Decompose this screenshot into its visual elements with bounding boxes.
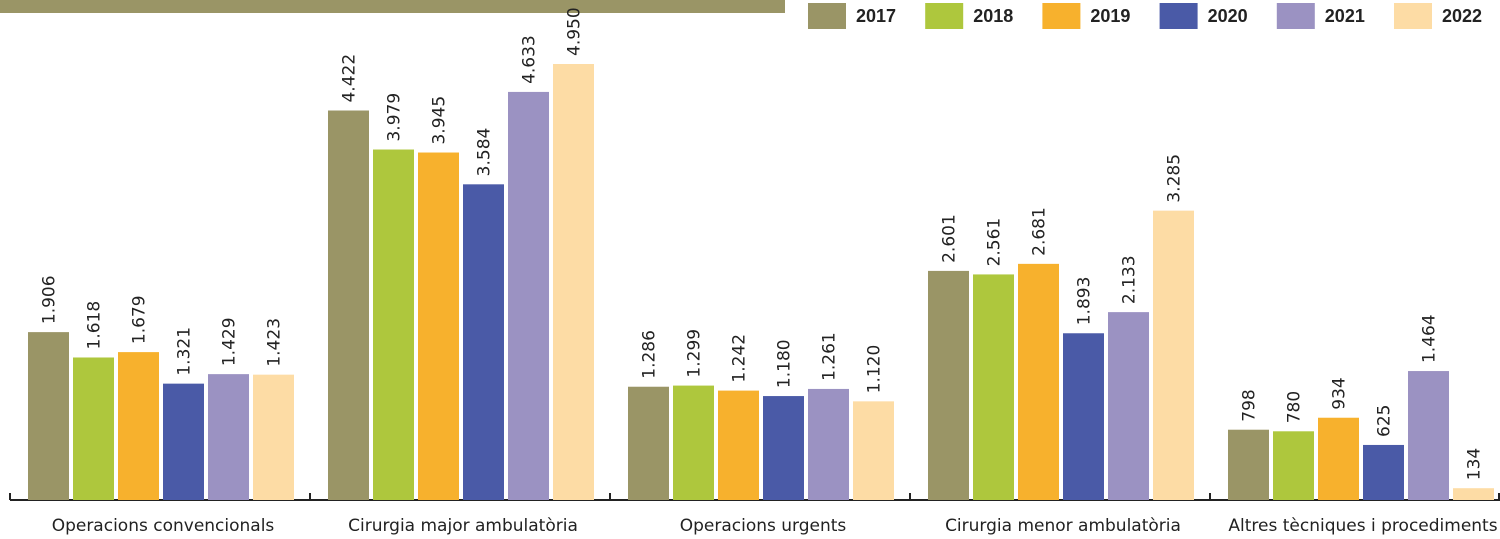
x-tick-label: Altres tècniques i procediments — [1228, 516, 1497, 536]
value-label: 1.464 — [1420, 314, 1440, 363]
bar — [928, 270, 969, 500]
value-label: 1.286 — [640, 330, 660, 379]
value-label: 4.950 — [565, 7, 585, 56]
x-tick-label: Operacions urgents — [680, 516, 847, 536]
value-label: 1.893 — [1075, 277, 1095, 326]
value-label: 3.285 — [1165, 154, 1185, 203]
legend-swatch — [1276, 3, 1315, 29]
value-label: 1.618 — [85, 301, 105, 350]
value-label: 2.681 — [1030, 207, 1050, 256]
value-label: 4.422 — [340, 54, 360, 103]
bar — [1408, 371, 1449, 500]
value-label: 1.429 — [220, 317, 240, 366]
bar — [808, 388, 849, 500]
bar — [508, 91, 549, 500]
bar — [1453, 488, 1494, 500]
title-band — [0, 0, 785, 13]
value-label: 1.299 — [685, 329, 705, 378]
legend-label: 2020 — [1208, 6, 1248, 26]
bar — [73, 357, 114, 500]
legend-swatch — [808, 3, 846, 29]
legend-swatch — [1159, 3, 1198, 29]
value-label: 780 — [1285, 391, 1305, 423]
bar — [1063, 333, 1104, 500]
value-label: 934 — [1330, 377, 1350, 409]
value-label: 4.633 — [520, 35, 540, 84]
value-label: 1.679 — [130, 295, 150, 344]
value-label: 2.561 — [985, 218, 1005, 267]
legend-label: 2019 — [1090, 6, 1130, 26]
bar — [973, 274, 1014, 500]
bar — [1018, 263, 1059, 500]
bar — [253, 374, 294, 500]
x-tick-label: Operacions convencionals — [52, 516, 275, 536]
bar — [208, 374, 249, 500]
bar — [463, 184, 504, 500]
bar — [853, 401, 894, 500]
bar — [763, 396, 804, 500]
bar — [718, 390, 759, 500]
legend-label: 2018 — [973, 6, 1013, 26]
legend-label: 2022 — [1442, 6, 1482, 26]
value-label: 625 — [1375, 404, 1395, 436]
x-tick-label: Cirurgia major ambulatòria — [348, 516, 578, 536]
bar — [673, 385, 714, 500]
value-label: 1.321 — [175, 327, 195, 376]
bar — [1228, 429, 1269, 500]
bar — [163, 383, 204, 500]
bar — [1273, 431, 1314, 500]
legend-swatch — [1394, 3, 1432, 29]
bar — [28, 332, 69, 500]
value-label: 1.261 — [820, 332, 840, 381]
bar — [628, 386, 669, 500]
bar — [418, 152, 459, 500]
bar — [553, 64, 594, 500]
legend-label: 2021 — [1325, 6, 1365, 26]
bar — [328, 110, 369, 501]
bar — [1108, 312, 1149, 500]
value-label: 2.133 — [1120, 255, 1140, 304]
bar — [118, 352, 159, 500]
value-label: 2.601 — [940, 214, 960, 263]
value-label: 1.180 — [775, 339, 795, 388]
legend-swatch — [1042, 3, 1081, 29]
value-label: 3.945 — [430, 96, 450, 145]
value-label: 1.906 — [40, 275, 60, 324]
bar — [1318, 417, 1359, 500]
bar — [1363, 444, 1404, 500]
value-label: 3.979 — [385, 93, 405, 142]
value-label: 1.423 — [265, 318, 285, 367]
bar — [1153, 210, 1194, 500]
value-label: 798 — [1240, 389, 1260, 421]
bar — [373, 149, 414, 500]
value-label: 1.242 — [730, 334, 750, 383]
value-label: 3.584 — [475, 128, 495, 177]
value-label: 1.120 — [865, 345, 885, 394]
legend-swatch — [925, 3, 964, 29]
value-label: 134 — [1465, 448, 1485, 480]
x-tick-label: Cirurgia menor ambulatòria — [945, 516, 1181, 536]
legend-label: 2017 — [856, 6, 896, 26]
